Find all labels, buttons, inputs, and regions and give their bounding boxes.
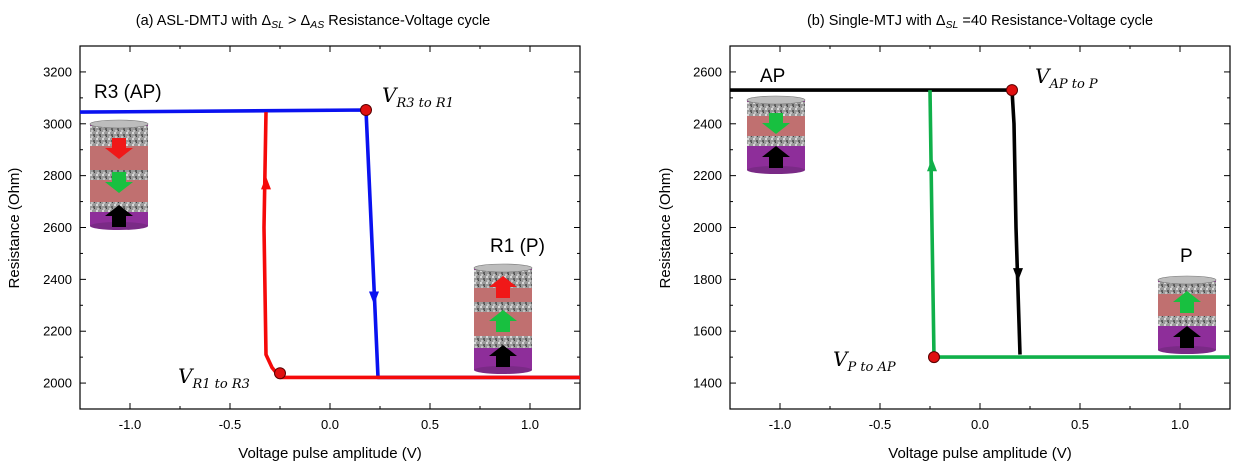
x-tick-label: -1.0 [769,417,791,432]
y-tick-label: 2400 [43,272,72,287]
panel-a-state-label-r1: R1 (P) [490,236,545,257]
panel-a-label-v-r1-to-r3: VR1 to R3 [178,364,250,392]
y-tick-label: 2000 [43,376,72,391]
y-tick-label: 3200 [43,64,72,79]
x-tick-label: 1.0 [521,417,539,432]
panel-b-y-axis-label: Resistance (Ohm) [657,168,674,289]
x-tick-label: -0.5 [219,417,241,432]
direction-arrow-down-icon [369,291,379,305]
panel-a-x-axis-label: Voltage pulse amplitude (V) [238,445,421,462]
direction-arrow-up-icon [261,176,271,190]
switching-point-marker [360,104,372,117]
red-arrow-up-icon [489,276,517,298]
y-tick-label: 2600 [43,220,72,235]
y-tick-label: 1800 [693,272,722,287]
green-arrow-down-icon [762,113,790,134]
switching-point-marker [274,367,286,380]
x-tick-label: 0.0 [971,417,989,432]
panel-b-state-label-ap: AP [760,66,785,87]
y-tick-label: 2400 [693,116,722,131]
y-tick-label: 2600 [693,64,722,79]
black-arrow-up-icon [105,205,133,227]
panel-a-state-label-r3: R3 (AP) [94,82,162,103]
direction-arrow-up-icon [927,158,937,172]
y-tick-label: 2200 [43,324,72,339]
y-tick-label: 3000 [43,116,72,131]
black-arrow-up-icon [489,345,517,367]
panel-b-mtj-p-illustration [1157,275,1217,354]
panel-b-series [730,84,1230,364]
y-tick-label: 2200 [693,168,722,183]
switching-point-marker [1006,84,1018,97]
panel-b-mtj-ap-illustration [746,95,806,174]
y-tick-label: 2800 [43,168,72,183]
panel-b-x-axis-label: Voltage pulse amplitude (V) [888,445,1071,462]
series-line-2 [928,90,1230,359]
switching-point-marker [928,351,940,364]
x-tick-label: -0.5 [869,417,891,432]
panel-a-y-axis: 2000 2200 2400 2600 2800 3000 3200 [43,45,580,410]
panel-a-mtj-ap-illustration [89,119,149,230]
panel-b-x-axis: -1.0 -0.5 0.0 0.5 1.0 [729,46,1231,432]
panel-a-x-axis: -1.0 -0.5 0.0 0.5 1.0 [79,46,581,432]
panel-b-state-label-p: P [1180,246,1193,267]
panel-b-label-v-ap-to-p: VAP to P [1035,64,1098,92]
x-tick-label: 0.5 [421,417,439,432]
y-tick-label: 2000 [693,220,722,235]
x-tick-label: 1.0 [1171,417,1189,432]
y-tick-label: 1600 [693,324,722,339]
panel-b-title: (b) Single-MTJ with ΔSL =40 Resistance-V… [807,13,1153,31]
direction-arrow-down-icon [1013,268,1023,282]
panel-a-series [79,104,580,380]
series-line-2 [262,112,580,380]
panel-a-label-v-r3-to-r1: VR3 to R1 [382,83,454,111]
panel-a-title: (a) ASL-DMTJ with ΔSL > ΔAS Resistance-V… [136,13,490,31]
panel-a: (a) ASL-DMTJ with ΔSL > ΔAS Resistance-V… [6,13,581,462]
green-arrow-up-icon [1173,291,1201,313]
red-arrow-down-icon [105,138,133,159]
x-tick-label: 0.0 [321,417,339,432]
panel-b: (b) Single-MTJ with ΔSL =40 Resistance-V… [657,13,1231,462]
green-arrow-up-icon [489,310,517,332]
green-arrow-down-icon [105,172,133,193]
black-arrow-up-icon [1173,326,1201,348]
panel-a-y-axis-label: Resistance (Ohm) [6,168,23,289]
black-arrow-up-icon [762,146,790,168]
panel-a-mtj-p-illustration [473,263,533,374]
panel-b-label-v-p-to-ap: VP to AP [833,347,896,375]
y-tick-label: 1400 [693,376,722,391]
panel-b-y-axis: 1400 1600 1800 2000 2200 2400 2600 [693,45,1230,410]
x-tick-label: -1.0 [119,417,141,432]
x-tick-label: 0.5 [1071,417,1089,432]
